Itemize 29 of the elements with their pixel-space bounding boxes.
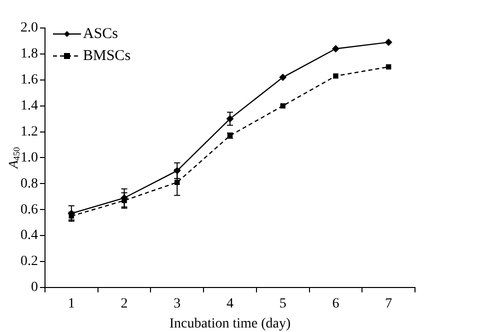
x-tick-label: 6 [332, 296, 340, 312]
y-axis-title: A450 [5, 146, 22, 170]
legend-label: ASCs [83, 26, 118, 42]
y-tick-label: 1.6 [20, 72, 38, 88]
y-tick-label: 0.8 [20, 176, 38, 192]
x-axis-title: Incubation time (day) [169, 316, 291, 332]
y-tick-label: 1.8 [20, 46, 38, 62]
x-tick-label: 7 [385, 296, 392, 312]
point [280, 103, 286, 108]
x-tick-label: 1 [68, 296, 75, 312]
y-tick-label: 1.2 [20, 124, 38, 140]
point [385, 38, 392, 46]
x-tick-label: 2 [120, 296, 128, 312]
legend-label: BMSCs [83, 48, 131, 64]
point [174, 180, 180, 185]
y-tick-label: 1.0 [20, 150, 38, 166]
y-tick-label: 1.4 [20, 98, 38, 114]
point [332, 45, 340, 52]
y-tick-label: 0.2 [20, 254, 38, 270]
x-tick-label: 3 [174, 296, 181, 312]
point [333, 73, 338, 79]
x-tick-label: 4 [226, 296, 234, 312]
y-tick-label: 2.0 [20, 20, 38, 36]
point [279, 74, 286, 81]
y-tick-label: 0.4 [20, 228, 38, 244]
x-tick-label: 5 [279, 296, 286, 312]
point [386, 64, 392, 70]
y-tick-label: 0.6 [20, 202, 38, 218]
y-tick-label: 0 [31, 280, 38, 296]
